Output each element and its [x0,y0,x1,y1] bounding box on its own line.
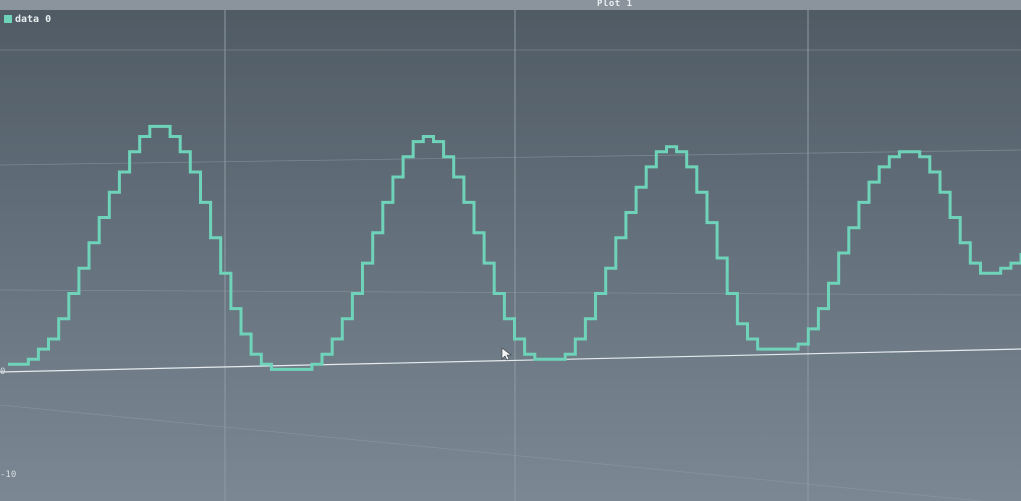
y-tick-label-0: 0 [0,367,5,377]
series-line-data-0 [8,124,1021,371]
window-title: Plot 1 [597,0,633,9]
zero-axis-line [0,348,1021,373]
grid-line-horizontal-2 [0,289,1021,296]
y-tick-label-minus-10: -10 [0,470,16,480]
plot-area[interactable]: 0 -10 [0,10,1021,501]
legend-label: data 0 [15,13,52,25]
legend[interactable]: data 0 [4,13,51,25]
mouse-cursor-icon [501,347,512,361]
grid [0,10,1021,501]
legend-swatch [4,15,12,23]
y-tick-labels: 0 -10 [0,367,16,480]
grid-line-horizontal-3 [0,404,985,501]
grid-line-horizontal-1 [0,149,1021,166]
title-bar[interactable]: Plot 1 [0,0,1021,10]
